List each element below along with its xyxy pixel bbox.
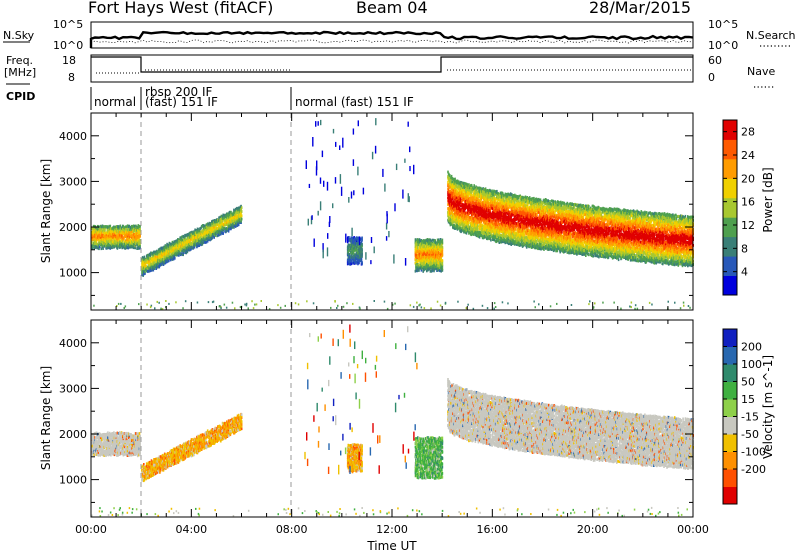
scatter-region-mid-patch (347, 236, 363, 266)
data-cell (361, 261, 363, 264)
data-cell (174, 257, 176, 260)
data-cell (515, 228, 517, 231)
data-cell (361, 258, 363, 261)
data-cell (442, 253, 444, 256)
nsky-label: N.Sky (3, 29, 35, 42)
data-cell (442, 263, 444, 266)
data-cell (477, 228, 479, 231)
freq-tick-top: 18 (62, 54, 76, 67)
data-cell (442, 246, 444, 249)
nsearch-label: N.Search (746, 29, 796, 42)
data-cell (442, 251, 444, 254)
data-cell (110, 225, 112, 228)
data-cell (361, 237, 363, 240)
data-cell (222, 232, 224, 235)
scatter-region-pre-gap-band (415, 238, 444, 273)
data-cell (241, 206, 243, 209)
freq-panel: Freq. [MHz] 18 8 60 0 Nave (4, 54, 775, 87)
data-cell (448, 184, 450, 187)
cpid-label: CPID (6, 90, 35, 103)
nave-label: Nave (747, 65, 775, 78)
data-cell (442, 239, 444, 242)
data-cell (361, 243, 363, 246)
data-cell (442, 241, 444, 244)
data-cell (241, 210, 243, 213)
data-cell (144, 270, 146, 273)
data-cell (126, 228, 128, 231)
data-cell (361, 252, 363, 255)
nave-tick-top: 60 (708, 54, 722, 67)
data-cell (122, 240, 124, 243)
cpid-segment-2b: (fast) 151 IF (145, 95, 218, 109)
nsky-tick-bottom: 10^0 (53, 39, 83, 52)
nsky-trace (91, 32, 693, 48)
data-cell (361, 248, 363, 251)
freq-tick-bottom: 8 (68, 71, 75, 84)
cpid-strip: CPID normal rbsp 200 IF (fast) 151 IF no… (6, 85, 414, 110)
cpid-segment-1: normal (94, 95, 136, 109)
data-cell (361, 255, 363, 258)
data-cell (241, 214, 243, 217)
data-cell (473, 184, 475, 187)
data-cell (468, 221, 470, 224)
nsky-panel: N.Sky 10^5 10^0 10^5 10^0 N.Search (3, 18, 796, 52)
nsearch-tick-bottom: 10^0 (708, 39, 738, 52)
data-cell (241, 218, 243, 221)
data-cell (139, 245, 141, 248)
nsearch-tick-top: 10^5 (708, 18, 738, 31)
nsearch-trace (91, 40, 693, 43)
freq-unit: [MHz] (4, 66, 36, 79)
scatter-region-early-band (91, 224, 141, 250)
data-cell (490, 239, 492, 242)
cpid-segment-3: normal (fast) 151 IF (295, 95, 414, 109)
data-cell (442, 268, 444, 271)
nsky-tick-top: 10^5 (53, 18, 83, 31)
data-cell (442, 259, 444, 262)
data-cell (417, 246, 419, 249)
nave-tick-bottom: 0 (708, 71, 715, 84)
